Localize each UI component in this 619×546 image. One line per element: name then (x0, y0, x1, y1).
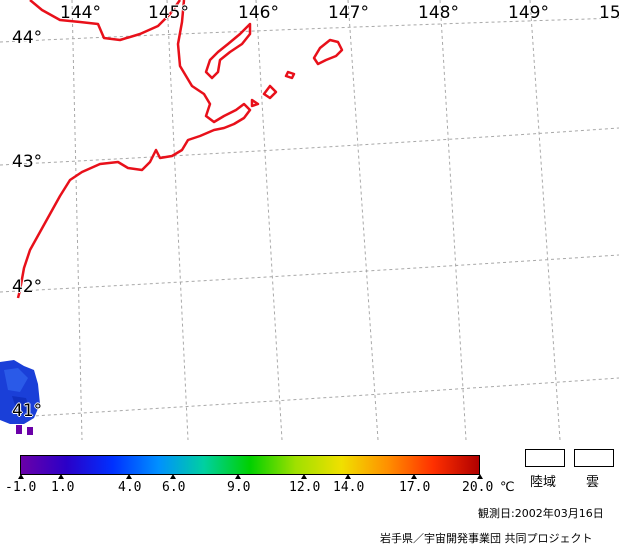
scale-tick-label: 1.0 (51, 480, 75, 495)
longitude-label-147: 147° (328, 3, 369, 23)
land-legend-label: 陸域 (530, 475, 557, 490)
longitude-label-148: 148° (418, 3, 459, 23)
sst-data-patch (0, 360, 40, 435)
scale-tick-label: 9.0 (227, 480, 251, 495)
scale-tick-mark (235, 474, 241, 479)
coastline-iturup (312, 38, 344, 66)
coastline-hokkaido-east (16, 0, 252, 299)
coastline-hokkaido-north (29, 0, 182, 42)
longitude-label-144: 144° (60, 3, 101, 23)
cloud-legend-label: 雲 (586, 475, 600, 490)
credit-text: 岩手県／宇宙開発事業団 共同プロジェクト (380, 532, 593, 545)
latitude-label-42: 42° (12, 277, 43, 297)
longitude-label-149: 149° (508, 3, 549, 23)
scale-tick-label: 17.0 (399, 480, 431, 495)
coastline-kunashiri (204, 22, 252, 80)
parallel-41 (0, 377, 619, 419)
cloud-legend-swatch (574, 449, 614, 467)
parallel-42 (0, 254, 619, 293)
scale-tick-label: 14.0 (333, 480, 365, 495)
parallel-43 (0, 127, 619, 166)
scale-tick-mark (301, 474, 307, 479)
meridian-144 (71, 0, 83, 440)
map-canvas (0, 0, 619, 440)
latitude-label-41: 41° (12, 401, 43, 421)
scale-tick-label: 12.0 (289, 480, 321, 495)
scale-tick-mark (170, 474, 176, 479)
scale-tick-mark (345, 474, 351, 479)
longitude-label-145: 145° (148, 3, 189, 23)
coastline-habomai (250, 98, 260, 108)
scale-tick-label: -1.0 (5, 480, 37, 495)
scale-tick-mark (477, 474, 483, 479)
temperature-color-scale (20, 455, 480, 475)
scale-tick-label: 20.0 (462, 480, 494, 495)
scale-tick-mark (411, 474, 417, 479)
meridian-146 (255, 0, 283, 440)
latitude-label-43: 43° (12, 152, 43, 172)
longitude-label-146: 146° (238, 3, 279, 23)
scale-tick-mark (18, 474, 24, 479)
graticule-grid (0, 0, 619, 440)
meridian-147 (347, 0, 379, 440)
scale-tick-label: 6.0 (162, 480, 186, 495)
scale-unit-label: ℃ (500, 480, 515, 495)
longitude-label-150: 15 (599, 3, 619, 23)
scale-tick-label: 4.0 (118, 480, 142, 495)
meridian-145 (166, 0, 189, 440)
meridian-148 (439, 0, 467, 440)
scale-tick-mark (126, 474, 132, 479)
parallel-44 (0, 17, 619, 43)
coastline-shikotan (262, 84, 278, 100)
observation-date: 観測日:2002年03月16日 (478, 507, 604, 520)
land-legend-swatch (525, 449, 565, 467)
coastline-islet (284, 70, 296, 80)
meridian-149 (529, 0, 561, 440)
coastline (16, 0, 344, 299)
latitude-label-44: 44° (12, 28, 43, 48)
scale-tick-mark (58, 474, 64, 479)
